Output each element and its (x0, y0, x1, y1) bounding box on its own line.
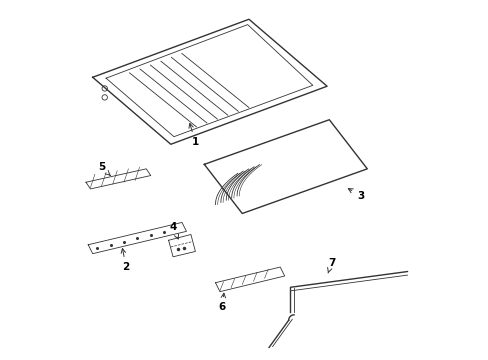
Text: 6: 6 (218, 293, 225, 312)
Text: 3: 3 (347, 189, 364, 201)
Text: 4: 4 (169, 222, 178, 239)
Text: 5: 5 (98, 162, 110, 175)
Text: 1: 1 (188, 123, 199, 147)
Text: 2: 2 (121, 248, 129, 272)
Text: 7: 7 (327, 258, 335, 273)
